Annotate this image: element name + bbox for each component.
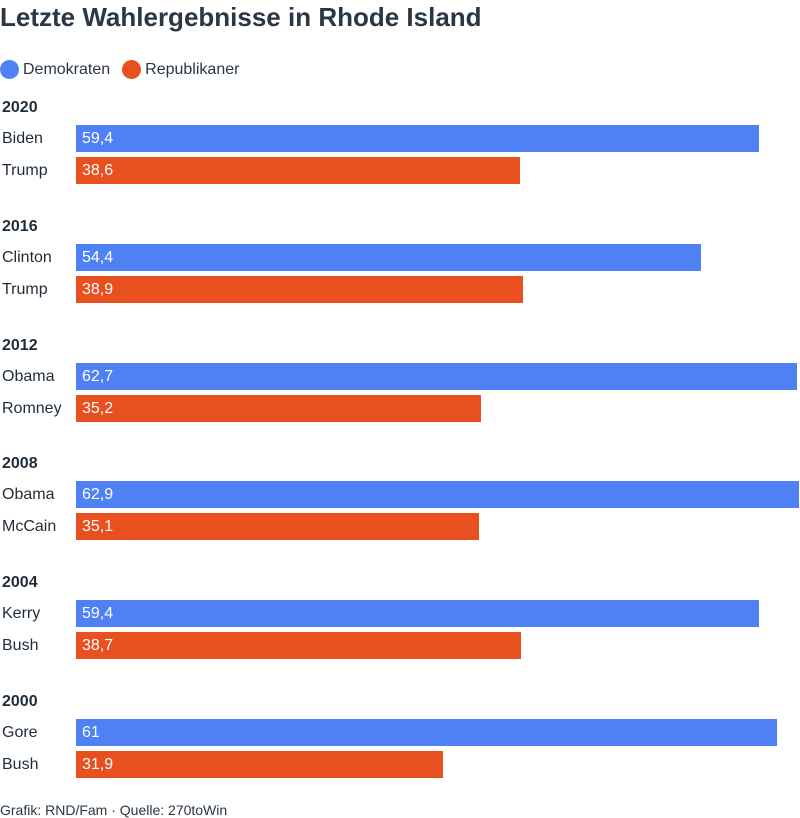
year-label: 2000	[2, 693, 38, 710]
bar-value-label: 62,7	[82, 367, 114, 385]
candidate-label: Kerry	[2, 605, 41, 623]
bar-demokraten: 54,4	[76, 243, 701, 271]
year-label: 2016	[2, 217, 38, 235]
bar-republikaner: 38,6	[76, 157, 520, 184]
candidate-label: McCain	[2, 518, 57, 536]
bar-demokraten: 61	[76, 719, 777, 746]
source-note: Grafik: RND/Fam · Quelle: 270toWin	[0, 802, 228, 818]
legend-swatch	[122, 60, 142, 79]
bar-republikaner: 35,2	[76, 394, 481, 422]
bar-value-label: 38,7	[82, 637, 114, 655]
candidate-label: Bush	[2, 637, 39, 655]
bar-value-label: 35,2	[82, 399, 114, 417]
bar-value-label: 54,4	[82, 248, 114, 266]
bar-republikaner: 38,7	[76, 632, 521, 660]
bar-republikaner: 38,9	[76, 275, 523, 303]
bar-demokraten: 62,9	[76, 481, 799, 509]
legend: Demokraten Republikaner	[0, 60, 251, 79]
legend-swatch	[0, 60, 19, 79]
bar-value-label: 61	[82, 724, 100, 741]
candidate-label: Gore	[2, 724, 38, 741]
bar-demokraten: 59,4	[76, 125, 759, 152]
legend-label: Demokraten	[23, 60, 111, 78]
legend-item-demokraten: Demokraten	[0, 60, 110, 79]
candidate-label: Romney	[2, 399, 62, 417]
bar-republikaner: 31,9	[76, 751, 443, 778]
year-label: 2004	[2, 574, 38, 592]
bar-value-label: 35,1	[82, 518, 114, 536]
candidate-label: Bush	[2, 756, 39, 773]
candidate-label: Biden	[2, 130, 43, 147]
candidate-label: Trump	[2, 162, 48, 179]
bar-demokraten: 62,7	[76, 362, 797, 390]
bar-value-label: 31,9	[82, 756, 114, 773]
year-label: 2008	[2, 455, 38, 473]
year-label: 2012	[2, 336, 38, 354]
bar-demokraten: 59,4	[76, 600, 759, 628]
candidate-label: Trump	[2, 280, 48, 298]
bar-value-label: 59,4	[82, 605, 114, 623]
candidate-label: Obama	[2, 367, 55, 385]
legend-label: Republikaner	[145, 60, 240, 78]
bar-value-label: 59,4	[82, 130, 114, 147]
candidate-label: Clinton	[2, 248, 52, 266]
candidate-label: Obama	[2, 486, 55, 504]
legend-item-republikaner: Republikaner	[122, 60, 239, 79]
year-label: 2020	[2, 99, 38, 116]
bar-value-label: 38,9	[82, 280, 114, 298]
bar-republikaner: 35,1	[76, 513, 479, 541]
bar-value-label: 62,9	[82, 486, 114, 504]
chart-title: Letzte Wahlergebnisse in Rhode Island	[0, 2, 482, 32]
bar-value-label: 38,6	[82, 162, 114, 179]
